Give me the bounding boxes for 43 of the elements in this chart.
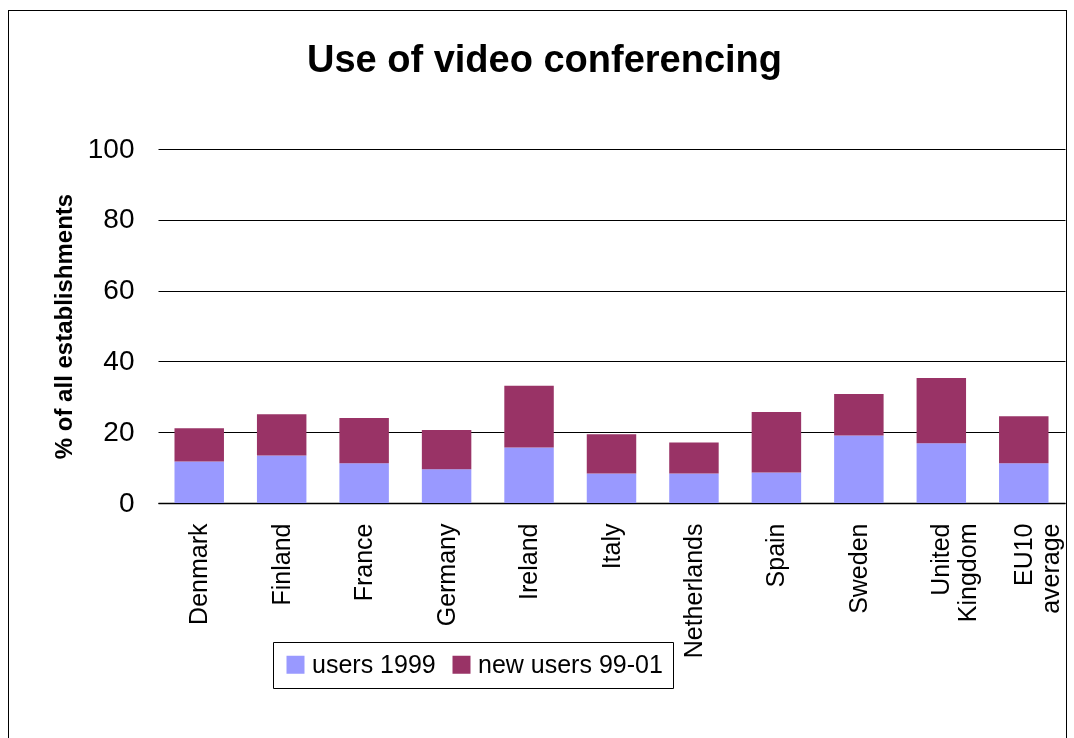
y-axis-title: % of all establishments xyxy=(49,193,77,460)
x-tick-label: Sweden xyxy=(843,523,872,614)
bar xyxy=(916,443,967,503)
bar xyxy=(256,455,307,503)
bar xyxy=(669,442,719,474)
bar xyxy=(586,473,637,503)
x-tick-label: Germany xyxy=(431,523,460,627)
x-tick-label: Netherlands xyxy=(678,523,707,659)
legend-label: new users 99-01 xyxy=(478,649,663,678)
x-tick-label: Spain xyxy=(761,523,790,588)
y-tick-label: 80 xyxy=(103,203,135,235)
bar xyxy=(916,378,967,444)
bar xyxy=(751,472,802,503)
y-tick-label: 0 xyxy=(118,486,135,518)
bar xyxy=(834,393,884,436)
legend-label: users 1999 xyxy=(312,649,436,678)
bar xyxy=(669,473,719,503)
bar xyxy=(339,463,389,503)
bar xyxy=(999,463,1049,503)
bar xyxy=(586,434,637,474)
x-tick-label: Denmark xyxy=(184,523,213,625)
y-tick-label: 100 xyxy=(87,132,135,164)
x-tick-label: Ireland xyxy=(514,523,543,600)
chart-title: Use of video conferencing xyxy=(306,38,783,80)
bar xyxy=(339,418,389,464)
bar xyxy=(256,414,307,456)
y-tick-label: 60 xyxy=(103,274,135,306)
y-tick-label: 20 xyxy=(103,415,135,447)
bar xyxy=(174,428,224,462)
bar xyxy=(834,435,884,503)
bar xyxy=(999,416,1049,464)
x-tick-label: Italy xyxy=(596,523,625,570)
bar xyxy=(504,447,554,503)
bar xyxy=(504,385,554,448)
x-tick-label: France xyxy=(349,523,378,602)
y-tick-label: 40 xyxy=(103,344,135,376)
bar xyxy=(421,430,472,470)
bar xyxy=(174,461,224,503)
x-tick-label: Finland xyxy=(266,523,295,606)
bar xyxy=(421,469,472,503)
x-tick-label: United Kingdom xyxy=(926,523,982,623)
x-tick-label: EU10 average xyxy=(1008,523,1064,614)
bar xyxy=(751,412,802,473)
